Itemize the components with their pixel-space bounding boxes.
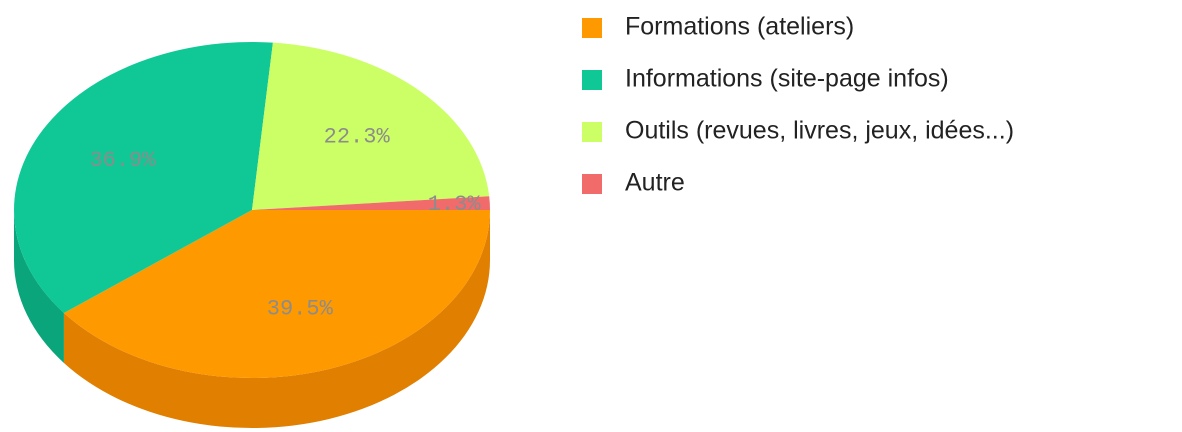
- legend-label: Informations (site-page infos): [625, 65, 949, 93]
- slice-side: [63, 210, 490, 428]
- legend-label: Formations (ateliers): [625, 13, 854, 41]
- slice: [63, 210, 490, 379]
- legend-swatch: [582, 122, 602, 142]
- legend-label: Outils (revues, livres, jeux, idées...): [625, 117, 1014, 145]
- legend-swatch: [582, 174, 602, 194]
- legend-swatch: [582, 18, 602, 38]
- slice: [252, 196, 490, 210]
- slice-label: 39.5%: [267, 296, 334, 321]
- slice-label: 36.9%: [89, 148, 156, 173]
- legend-swatch: [582, 70, 602, 90]
- slice-label: 1.3%: [428, 192, 482, 217]
- slice: [252, 42, 490, 211]
- slice-label: 22.3%: [324, 124, 391, 149]
- slice-side: [13, 210, 64, 363]
- legend-label: Autre: [625, 169, 685, 197]
- slice: [14, 41, 273, 313]
